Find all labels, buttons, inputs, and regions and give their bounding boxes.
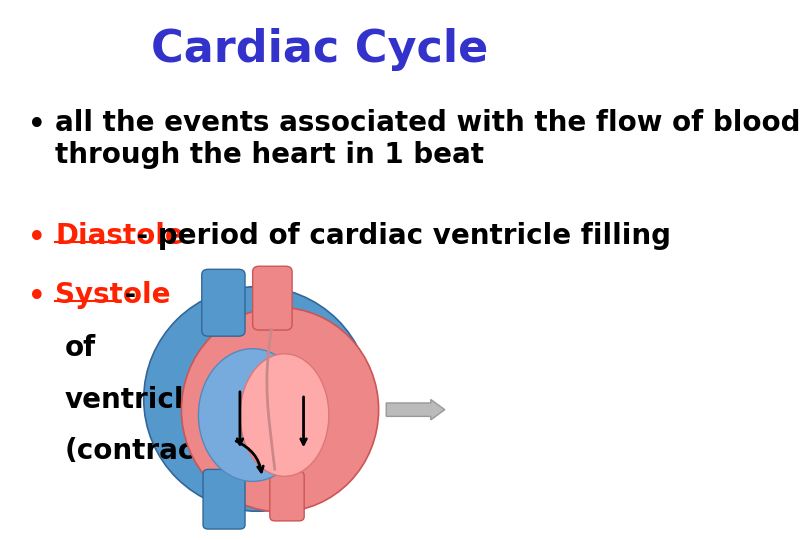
Text: •: • xyxy=(27,281,46,314)
FancyBboxPatch shape xyxy=(202,269,245,336)
Text: ventricle: ventricle xyxy=(65,386,203,414)
Text: Systole: Systole xyxy=(55,281,171,309)
Text: Cardiac Cycle: Cardiac Cycle xyxy=(151,28,488,71)
Text: all the events associated with the flow of blood
through the heart in 1 beat: all the events associated with the flow … xyxy=(55,109,801,169)
FancyBboxPatch shape xyxy=(253,266,292,330)
Ellipse shape xyxy=(240,354,329,476)
Text: Diastole: Diastole xyxy=(55,221,184,249)
Text: •: • xyxy=(27,109,46,142)
Text: -: - xyxy=(115,281,136,309)
Text: - period of cardiac ventricle filling: - period of cardiac ventricle filling xyxy=(127,221,671,249)
Text: of: of xyxy=(65,334,96,362)
Text: (contracts): (contracts) xyxy=(65,436,238,464)
Ellipse shape xyxy=(181,308,378,512)
Ellipse shape xyxy=(198,349,307,481)
FancyBboxPatch shape xyxy=(270,471,305,521)
FancyBboxPatch shape xyxy=(203,469,245,529)
Text: •: • xyxy=(27,221,46,255)
Ellipse shape xyxy=(143,287,370,511)
FancyArrow shape xyxy=(386,400,445,420)
